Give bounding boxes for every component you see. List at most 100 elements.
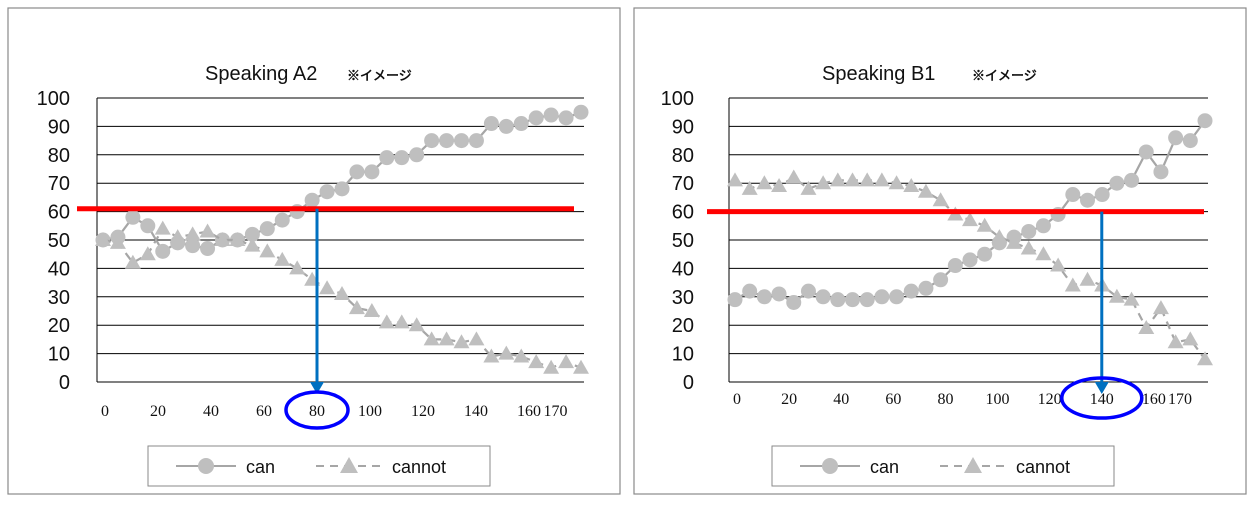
chart-b1-point-can xyxy=(845,292,860,308)
chart-b1-x-tick-label: 140 xyxy=(1090,391,1114,408)
chart-a2-point-cannot xyxy=(483,348,500,363)
chart-b1-x-tick-label: 170 xyxy=(1168,391,1192,408)
chart-b1-point-cannot xyxy=(1108,288,1125,303)
chart-a2-point-can xyxy=(513,116,529,132)
chart-b1-legend-cannot-marker xyxy=(964,457,982,473)
chart-b1-point-can xyxy=(874,289,890,305)
chart-a2-point-cannot xyxy=(468,331,485,346)
chart-a2-point-cannot xyxy=(393,314,410,329)
chart-a2-point-cannot xyxy=(438,331,455,346)
chart-a2-y-tick-label: 100 xyxy=(37,88,70,110)
chart-a2-point-cannot xyxy=(408,317,425,332)
chart-b1-x-tick-label: 40 xyxy=(833,391,849,408)
chart-b1-point-cannot xyxy=(903,178,920,193)
chart-a2-arrow-head xyxy=(310,382,324,394)
chart-a2-point-cannot xyxy=(95,232,111,246)
chart-b1-point-can xyxy=(1035,218,1051,234)
chart-a2-highlight-circle xyxy=(284,390,350,430)
chart-b1-y-tick-label: 70 xyxy=(672,173,694,195)
chart-b1-title: Speaking B1 xyxy=(822,63,935,85)
chart-b1-y-tick-label: 30 xyxy=(672,287,694,309)
chart-b1-y-tick-label: 50 xyxy=(672,230,694,252)
chart-b1-point-cannot xyxy=(844,172,861,187)
chart-b1-point-can xyxy=(1094,187,1110,203)
chart-a2-point-cannot xyxy=(124,254,141,269)
chart-b1-point-cannot xyxy=(859,172,876,187)
chart-b1-x-tick-label: 80 xyxy=(937,391,953,408)
chart-a2-y-tick-label: 90 xyxy=(48,116,70,138)
chart-a2-point-cannot xyxy=(498,345,515,360)
chart-a2-point-cannot xyxy=(244,237,261,252)
chart-b1-point-cannot xyxy=(1064,277,1081,292)
chart-a2-point-can xyxy=(394,150,410,166)
chart-b1-point-can xyxy=(933,272,949,288)
chart-b1-point-cannot xyxy=(991,229,1008,244)
chart-a2-point-can xyxy=(140,218,156,234)
chart-a2-point-cannot xyxy=(109,234,126,249)
chart-a2-y-tick-label: 30 xyxy=(48,287,70,309)
chart-b1-point-can xyxy=(962,252,978,268)
chart-a2-y-tick-label: 40 xyxy=(48,258,70,280)
chart-b1-point-cannot xyxy=(1079,271,1096,286)
chart-a2-point-cannot xyxy=(513,348,530,363)
chart-a2-x-tick-label: 160 xyxy=(517,403,541,420)
chart-a2-y-tick-label: 10 xyxy=(48,344,70,366)
chart-a2-point-can xyxy=(125,209,141,225)
chart-a2-point-cannot xyxy=(558,354,575,369)
chart-a2-point-can xyxy=(364,164,380,180)
chart-b1-legend-cannot-label: cannot xyxy=(1016,457,1070,477)
chart-a2-point-cannot xyxy=(184,226,201,241)
chart-a2-point-can xyxy=(454,133,469,149)
chart-a2-point-can xyxy=(498,118,514,134)
chart-b1-point-cannot xyxy=(829,172,846,187)
chart-a2-point-can xyxy=(319,184,335,200)
chart-b1-arrow-head xyxy=(1094,382,1109,394)
chart-b1-point-cannot xyxy=(888,175,905,190)
chart-a2-x-tick-label: 100 xyxy=(358,403,382,420)
chart-b1-y-tick-label: 0 xyxy=(683,372,694,394)
chart-b1-point-can xyxy=(1153,164,1169,180)
chart-b1-point-can xyxy=(727,292,743,308)
chart-a2-point-can xyxy=(200,241,216,257)
chart-a2-point-cannot xyxy=(259,243,276,258)
chart-a2-point-cannot xyxy=(334,285,350,300)
chart-a2-point-can xyxy=(155,243,171,259)
chart-a2-x-tick-label: 140 xyxy=(464,403,488,420)
chart-b1-y-tick-label: 100 xyxy=(661,88,694,110)
chart-a2-point-cannot xyxy=(528,354,545,369)
chart-a2-x-tick-label: 170 xyxy=(544,403,568,420)
chart-b1-y-tick-label: 10 xyxy=(672,344,694,366)
chart-a2-point-can xyxy=(483,116,499,132)
chart-b1-point-can xyxy=(859,292,875,308)
chart-b1-point-can xyxy=(1197,113,1213,129)
chart-a2-x-tick-label: 60 xyxy=(256,403,272,420)
chart-a2-point-can xyxy=(424,133,440,149)
chart-b1-point-cannot xyxy=(873,172,890,187)
chart-a2-point-cannot xyxy=(423,331,440,346)
chart-b1-point-cannot xyxy=(976,217,993,232)
chart-a2-plot: 0 10 20 30 40 50 60 70 80 90 100 0 20 40 60 80 100 120 140… xyxy=(37,88,589,430)
chart-b1-point-can xyxy=(1021,223,1037,239)
chart-b1-point-cannot xyxy=(962,212,978,227)
chart-a2-point-can xyxy=(439,133,455,149)
chart-b1-point-can xyxy=(771,286,787,302)
chart-a2-point-cannot xyxy=(319,280,336,295)
chart-b1-point-cannot xyxy=(1050,257,1067,272)
chart-b1-point-can xyxy=(1080,192,1095,208)
chart-a2-y-tick-label: 80 xyxy=(48,145,70,167)
chart-a2-y-tick-label: 50 xyxy=(48,230,70,252)
chart-b1-point-can xyxy=(756,289,772,305)
chart-a2-title-note: ※イメージ xyxy=(347,68,412,83)
chart-b1-x-tick-label: 120 xyxy=(1038,391,1062,408)
chart-b1-point-cannot xyxy=(1167,334,1184,349)
chart-b1-point-cannot xyxy=(815,175,832,190)
chart-b1-point-cannot xyxy=(917,183,934,198)
chart-a2-point-cannot xyxy=(363,303,380,317)
chart-b1-frame xyxy=(633,7,1247,495)
chart-b1-point-can xyxy=(977,246,993,262)
chart-a2-legend-cannot-marker xyxy=(340,457,358,473)
chart-b1-point-cannot xyxy=(1197,351,1213,366)
chart-b1-point-cannot xyxy=(1006,234,1023,249)
chart-b1-point-can xyxy=(742,283,758,299)
chart-a2-x-tick-label: 20 xyxy=(150,403,166,420)
